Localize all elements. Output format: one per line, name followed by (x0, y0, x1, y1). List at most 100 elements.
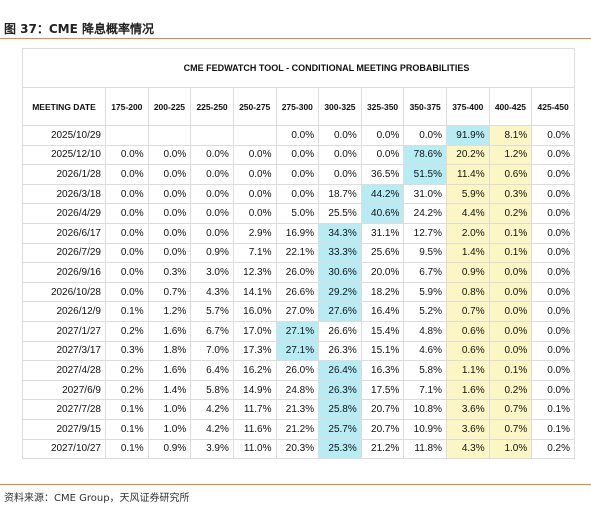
probability-cell: 0.0% (147, 164, 192, 185)
probability-cell: 4.2% (190, 399, 234, 420)
probability-cell: 40.6% (360, 203, 405, 224)
probability-cell: 17.0% (232, 320, 277, 342)
probability-cell: 15.1% (360, 340, 405, 362)
probability-cell: 0.0% (147, 242, 192, 264)
probability-cell: 0.0% (147, 183, 192, 205)
probability-cell: 12.7% (403, 222, 447, 244)
probability-cell: 0.0% (190, 164, 234, 185)
probability-cell: 0.7% (488, 399, 533, 420)
meeting-date: 2026/1/28 (22, 164, 106, 185)
probability-cell: 31.1% (360, 222, 405, 244)
probability-cell: 0.0% (190, 144, 234, 166)
probability-cell: 30.6% (318, 262, 362, 283)
probability-cell: 0.0% (531, 144, 575, 166)
probability-cell: 0.0% (275, 183, 320, 205)
probability-cell: 7.1% (232, 242, 277, 264)
meeting-date: 2027/4/28 (22, 360, 106, 381)
probability-cell: 3.6% (446, 418, 490, 440)
probability-cell: 0.0% (232, 203, 277, 224)
probability-cell: 0.0% (531, 183, 575, 205)
table-row: 2027/4/28 0.2% 1.6% 6.4% 16.2% 26.0% 26.4% 16.3… (22, 360, 575, 381)
probability-cell: 21.3% (275, 399, 320, 420)
meeting-date: 2026/4/29 (22, 203, 106, 224)
probability-cell: 0.7% (488, 418, 533, 440)
probability-cell: 0.0% (488, 262, 533, 283)
probability-cell: 27.0% (275, 301, 320, 322)
column-header: 250-275 (232, 87, 277, 126)
column-header: 325-350 (360, 87, 405, 126)
probability-cell: 21.2% (360, 438, 405, 460)
column-header: 200-225 (147, 87, 192, 126)
probability-cell: 0.0% (531, 222, 575, 244)
meeting-date: 2027/6/9 (22, 379, 106, 401)
probability-cell: 1.4% (446, 242, 490, 264)
table-row: 2026/7/29 0.0% 0.0% 0.9% 7.1% 22.1% 33.3% 25.6%… (22, 242, 575, 264)
probability-cell: 0.0% (318, 125, 362, 146)
probability-cell: 4.6% (403, 340, 447, 362)
probability-cell: 16.9% (275, 222, 320, 244)
probability-cell: 17.5% (360, 379, 405, 401)
probability-cell: 20.2% (446, 144, 490, 166)
probability-cell: 26.6% (275, 281, 320, 303)
column-header: 300-325 (318, 87, 362, 126)
meeting-date: 2026/7/29 (22, 242, 106, 264)
probability-cell: 1.4% (147, 379, 192, 401)
probability-cell: 21.2% (275, 418, 320, 440)
meeting-date: 2027/3/17 (22, 340, 106, 362)
probability-cell: 18.2% (360, 281, 405, 303)
table-row: 2026/3/18 0.0% 0.0% 0.0% 0.0% 0.0% 18.7% 44.2% 3… (22, 183, 575, 205)
column-header: 350-375 (403, 87, 447, 126)
probability-cell: 6.4% (190, 360, 234, 381)
probability-cell: 7.0% (190, 340, 234, 362)
table-row: 2026/12/9 0.1% 1.2% 5.7% 16.0% 27.0% 27.6% 16.4… (22, 301, 575, 322)
probability-cell: 0.0% (275, 164, 320, 185)
probability-cell: 0.1% (105, 301, 149, 322)
probability-cell: 0.2% (488, 203, 533, 224)
probability-cell: 0.0% (360, 125, 405, 146)
probability-cell: 5.0% (275, 203, 320, 224)
probability-cell: 15.4% (360, 320, 405, 342)
probability-cell: 0.3% (147, 262, 192, 283)
source-note: 资料来源：CME Group，天风证券研究所 (4, 493, 190, 504)
probability-cell: 0.2% (488, 379, 533, 401)
probability-cell: 0.0% (147, 144, 192, 166)
probability-cell: 10.8% (403, 399, 447, 420)
probability-cell: 18.7% (318, 183, 362, 205)
probability-cell: 0.0% (488, 320, 533, 342)
probability-cell: 27.1% (275, 340, 320, 362)
probability-cell: 4.2% (190, 418, 234, 440)
probability-cell: 33.3% (318, 242, 362, 264)
probability-cell: 10.9% (403, 418, 447, 440)
probability-cell: 0.1% (488, 360, 533, 381)
probability-cell: 0.0% (190, 203, 234, 224)
table-row: 2027/9/15 0.1% 1.0% 4.2% 11.6% 21.2% 25.7% 20.7… (22, 418, 575, 440)
probability-cell: 3.6% (446, 399, 490, 420)
probability-cell: 1.8% (147, 340, 192, 362)
probability-cell: 11.4% (446, 164, 490, 185)
probability-cell: 0.0% (531, 379, 575, 401)
probability-cell: 12.3% (232, 262, 277, 283)
meeting-date: 2026/12/9 (22, 301, 106, 322)
meeting-date: 2027/7/28 (22, 399, 106, 420)
probability-cell: 78.6% (403, 144, 447, 166)
probability-cell: 25.7% (318, 418, 362, 440)
meeting-date: 2025/12/10 (22, 144, 106, 166)
probability-cell: 14.1% (232, 281, 277, 303)
table-row: 2027/6/9 0.2% 1.4% 5.8% 14.9% 24.8% 26.3% 17.5%… (22, 379, 575, 401)
probability-cell (105, 125, 149, 146)
column-header: 275-300 (275, 87, 320, 126)
probability-cell: 0.0% (488, 281, 533, 303)
probability-cell: 0.0% (531, 262, 575, 283)
probability-cell: 11.0% (232, 438, 277, 460)
probability-cell: 5.9% (446, 183, 490, 205)
probability-cell (190, 125, 234, 146)
probability-cell: 11.6% (232, 418, 277, 440)
probability-cell: 0.0% (403, 125, 447, 146)
probability-cell: 0.3% (488, 183, 533, 205)
meeting-date: 2027/9/15 (22, 418, 106, 440)
probability-cell: 0.0% (190, 183, 234, 205)
probability-cell: 20.3% (275, 438, 320, 460)
probability-cell: 0.0% (105, 242, 149, 264)
probability-cell: 22.1% (275, 242, 320, 264)
probability-cell: 0.0% (105, 262, 149, 283)
